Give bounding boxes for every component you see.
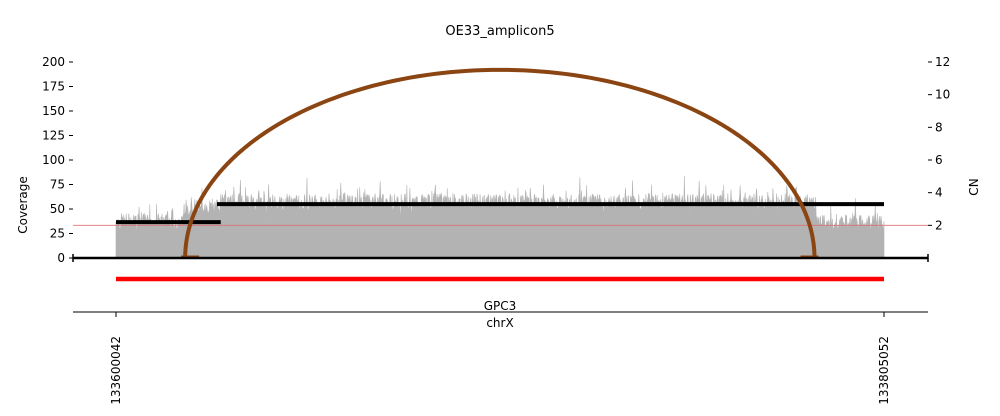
y-right-tick-label: 8 bbox=[935, 120, 943, 134]
y-right-tick-label: 12 bbox=[935, 55, 950, 69]
axes: 0 25 50 75 100 125 150 175 200 2 4 6 8 10 12 bbox=[42, 55, 950, 265]
y-tick-label: 125 bbox=[42, 129, 65, 143]
y-axis-label: Coverage bbox=[16, 176, 30, 234]
gene-track: 133600042 133805052 bbox=[73, 276, 928, 405]
gene-label: GPC3 bbox=[484, 299, 517, 313]
y-tick-label: 175 bbox=[42, 80, 65, 94]
y-tick-label: 25 bbox=[50, 227, 65, 241]
y-right-tick-label: 10 bbox=[935, 88, 950, 102]
y-tick-label: 50 bbox=[50, 202, 65, 216]
chromosome-label: chrX bbox=[486, 316, 513, 330]
chart-title: OE33_amplicon5 bbox=[445, 24, 554, 39]
coverage-area bbox=[115, 175, 885, 259]
y-tick-label: 150 bbox=[42, 104, 65, 118]
y-tick-label: 200 bbox=[42, 55, 65, 69]
y-tick-label: 0 bbox=[57, 251, 65, 265]
y-right-tick-label: 6 bbox=[935, 153, 943, 167]
y-right-tick-label: 4 bbox=[935, 186, 943, 200]
breakpoint-arc-curve bbox=[183, 67, 817, 259]
cn-segments bbox=[116, 202, 884, 225]
y-tick-label: 75 bbox=[50, 178, 65, 192]
y-right-tick-label: 2 bbox=[935, 218, 943, 232]
y-axis-right-label: CN bbox=[967, 178, 981, 195]
x-tick-label: 133805052 bbox=[877, 336, 891, 405]
y-tick-label: 100 bbox=[42, 153, 65, 167]
x-tick-label: 133600042 bbox=[109, 336, 123, 405]
coverage-histogram bbox=[115, 175, 885, 259]
